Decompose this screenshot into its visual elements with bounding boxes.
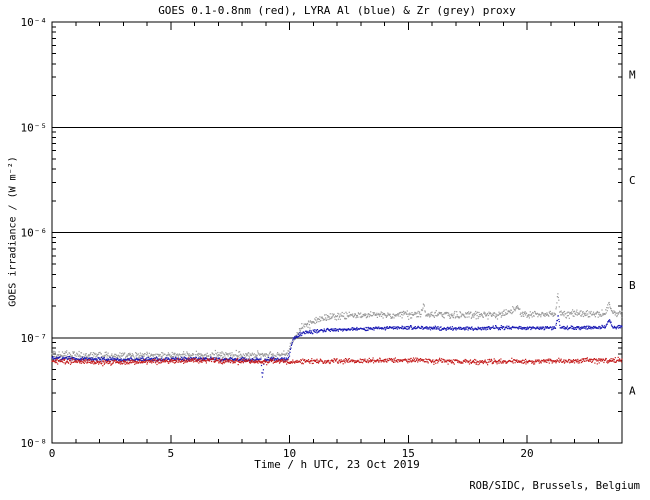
x-tick-label: 20 (520, 447, 533, 460)
chart-title: GOES 0.1-0.8nm (red), LYRA Al (blue) & Z… (158, 4, 516, 17)
series-lyra-al-blue (51, 315, 623, 378)
y-axis-title: GOES irradiance / (W m⁻²) (7, 156, 19, 307)
y-tick-label: 10⁻⁷ (21, 332, 48, 345)
flare-class-label: M (629, 69, 636, 82)
x-tick-label: 15 (402, 447, 415, 460)
x-axis-title: Time / h UTC, 23 Oct 2019 (254, 458, 420, 471)
axes (51, 21, 623, 444)
axis-text: 10⁻⁴ 10⁻⁵ 10⁻⁶ 10⁻⁷ 10⁻⁸0 5 10 15 20 M C B A (21, 16, 637, 460)
flare-class-label: A (629, 384, 636, 397)
y-tick-label: 10⁻⁴ (21, 16, 48, 29)
x-tick-label: 10 (283, 447, 296, 460)
x-tick-label: 5 (167, 447, 174, 460)
series-lyra-zr-grey (51, 293, 623, 361)
flare-class-label: C (629, 174, 636, 187)
credit-text: ROB/SIDC, Brussels, Belgium (469, 480, 640, 492)
flare-class-label: B (629, 279, 636, 292)
series-goes-red (51, 356, 623, 367)
y-tick-label: 10⁻⁸ (21, 437, 48, 450)
y-tick-label: 10⁻⁵ (21, 121, 48, 134)
x-tick-label: 0 (49, 447, 56, 460)
y-tick-label: 10⁻⁶ (21, 227, 48, 240)
